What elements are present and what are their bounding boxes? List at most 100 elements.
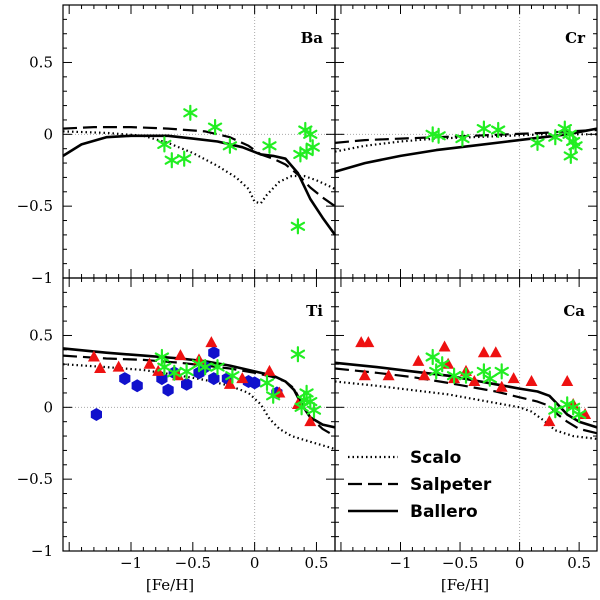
- data-point-star: [207, 119, 223, 136]
- panel-label-ti: Ti: [306, 302, 323, 320]
- panel-label-ca: Ca: [563, 302, 585, 320]
- data-point-star: [446, 367, 462, 384]
- data-point-triangle: [525, 374, 538, 386]
- y-tick-labels-top: −1 −0.5 0 0.5: [17, 53, 53, 287]
- data-point-triangle: [382, 369, 395, 381]
- data-point-hexagon: [181, 377, 193, 391]
- data-point-triangle: [438, 340, 451, 352]
- x-tick-label: 0: [515, 554, 525, 572]
- data-point-star: [290, 218, 306, 235]
- panel-ti: Ti: [62, 277, 336, 552]
- data-point-star: [225, 367, 240, 384]
- x-tick-labels-left: −1 −0.5 0 0.5: [120, 554, 328, 572]
- data-point-star: [210, 359, 225, 376]
- y-tick-label: 0.5: [29, 326, 53, 344]
- y-tick-label: −0.5: [17, 470, 53, 488]
- x-tick-label: −0.5: [175, 554, 211, 572]
- data-point-triangle: [304, 415, 317, 427]
- x-tick-label: 0.5: [305, 554, 329, 572]
- data-point-star: [303, 126, 318, 143]
- data-point-star: [435, 356, 450, 373]
- model-line-ballero: [62, 347, 336, 429]
- data-point-triangle: [561, 374, 574, 386]
- data-point-star: [179, 363, 194, 380]
- data-point-hexagon: [162, 383, 174, 397]
- data-point-triangle: [223, 377, 236, 389]
- data-point-triangle: [174, 349, 187, 361]
- data-point-triangle: [543, 415, 556, 427]
- data-point-triangle: [94, 362, 107, 374]
- data-point-star: [222, 137, 238, 154]
- legend-label-salpeter: Salpeter: [410, 475, 492, 495]
- y-tick-label: 0: [43, 398, 53, 416]
- data-point-star: [568, 137, 583, 154]
- data-point-star: [425, 348, 440, 366]
- panel-label-ba: Ba: [301, 29, 324, 47]
- data-point-triangle: [477, 346, 490, 358]
- model-line-salpeter: [334, 367, 598, 435]
- panel-label-cr: Cr: [565, 29, 586, 47]
- x-tick-labels-right: −1 −0.5 0 0.5: [389, 554, 591, 572]
- legend: Scalo Salpeter Ballero: [348, 448, 492, 522]
- data-point-star: [183, 104, 198, 121]
- data-point-star: [548, 402, 563, 419]
- data-point-triangle: [495, 380, 508, 392]
- panel-frame: [334, 277, 598, 552]
- data-point-triangle: [418, 369, 431, 381]
- x-tick-label: −1: [120, 554, 142, 572]
- data-point-star: [262, 137, 277, 154]
- x-axis-label-right: [Fe/H]: [441, 576, 489, 594]
- data-point-star: [494, 363, 509, 380]
- legend-label-scalo: Scalo: [410, 448, 461, 468]
- data-point-star: [157, 136, 172, 153]
- data-point-star: [290, 346, 306, 363]
- data-point-star: [431, 127, 446, 144]
- data-point-triangle: [507, 372, 520, 384]
- data-point-star: [491, 121, 506, 139]
- data-point-star: [266, 387, 281, 404]
- data-point-triangle: [236, 372, 249, 384]
- legend-label-ballero: Ballero: [410, 502, 478, 522]
- y-tick-label: −0.5: [17, 197, 53, 215]
- data-point-hexagon: [90, 408, 102, 421]
- data-point-hexagon: [208, 346, 220, 360]
- data-point-star: [530, 134, 545, 151]
- data-point-star: [455, 130, 470, 147]
- data-point-star: [306, 402, 322, 419]
- data-point-triangle: [489, 346, 502, 358]
- data-point-hexagon: [131, 379, 143, 393]
- data-point-star: [572, 406, 587, 423]
- data-point-triangle: [112, 360, 125, 372]
- data-point-triangle: [263, 364, 276, 376]
- data-point-hexagon: [249, 376, 261, 390]
- data-point-star: [482, 370, 497, 387]
- x-tick-label: −0.5: [442, 554, 478, 572]
- y-tick-label: −1: [31, 269, 53, 287]
- data-point-triangle: [143, 357, 156, 369]
- panel-ca: Ca: [334, 277, 598, 552]
- y-tick-label: 0.5: [29, 53, 53, 71]
- data-point-star: [177, 150, 192, 167]
- data-point-star: [476, 120, 491, 137]
- data-point-triangle: [87, 350, 100, 362]
- y-tick-label: −1: [31, 542, 53, 560]
- data-point-triangle: [468, 374, 481, 386]
- panel-ba: Ba: [62, 4, 337, 279]
- data-point-star: [167, 364, 182, 381]
- data-point-star: [164, 152, 179, 169]
- data-point-hexagon: [119, 372, 131, 386]
- x-axis-label-left: [Fe/H]: [146, 576, 194, 594]
- data-point-star: [154, 348, 170, 366]
- data-point-triangle: [205, 336, 218, 348]
- data-point-star: [198, 359, 213, 376]
- data-point-hexagon: [208, 372, 220, 386]
- data-point-triangle: [362, 336, 375, 348]
- data-point-star: [259, 374, 275, 391]
- x-tick-label: −1: [389, 554, 411, 572]
- x-tick-label: 0.5: [567, 554, 591, 572]
- model-line-ballero: [62, 134, 337, 236]
- data-point-star: [548, 129, 563, 146]
- data-point-triangle: [358, 369, 371, 381]
